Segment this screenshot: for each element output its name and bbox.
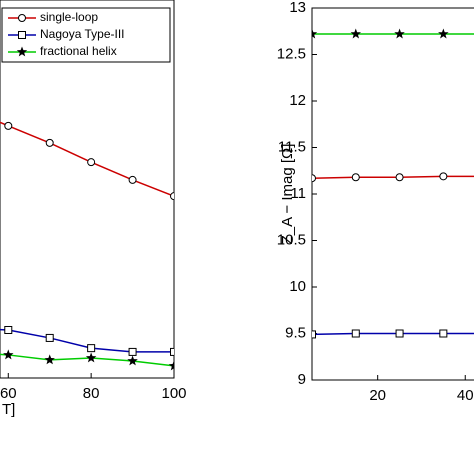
marker [394,28,405,39]
legend-label: single-loop [40,10,98,24]
marker [395,329,404,338]
series-line [312,175,474,179]
legend-label: fractional helix [40,44,117,58]
series-line [312,332,474,336]
marker [170,192,174,201]
legend-marker [16,46,28,57]
y-tick-label: 12.5 [277,45,306,62]
marker [395,173,404,182]
x-axis-label: T] [2,401,15,418]
marker [4,121,13,130]
marker [87,344,96,353]
marker [85,352,97,363]
x-tick-label: 40 [457,387,474,404]
axes: 20 40 9 9.5 10 10.5 11 11.5 12 12.5 13 Z_A − Imag [… [277,0,474,404]
legend-marker [18,31,26,39]
marker [45,138,54,147]
series-line [0,353,174,367]
marker [351,329,360,338]
plot-frame [311,7,474,381]
marker [350,28,361,39]
marker [351,173,360,182]
y-tick-label: 12 [289,92,306,109]
y-tick-label: 10 [289,278,306,295]
y-tick-label: 10.5 [277,231,306,248]
marker [87,158,96,167]
marker [312,174,316,183]
plot [0,121,174,371]
y-tick-label: 13 [289,0,306,16]
x-tick-label: 60 [0,385,17,402]
marker [128,347,137,356]
marker [438,28,449,39]
legend-marker [18,14,26,22]
marker [127,355,138,366]
marker [128,175,137,184]
plot [312,28,474,339]
x-tick-label: 80 [83,385,100,402]
marker [312,28,318,39]
marker [439,172,448,181]
marker [4,325,13,334]
marker [3,349,14,360]
series-line [0,328,174,353]
legend-label: Nagoya Type-III [40,27,125,41]
axes: 60 80 100 T] single-loop Nagoya Type-III fract… [0,0,187,418]
marker [170,347,174,356]
marker [439,329,448,338]
y-tick-label: 9.5 [285,324,306,341]
marker [45,333,54,342]
y-axis-label: Z_A − Imag [Ω] [279,144,296,245]
legend: single-loop Nagoya Type-III fractional hel… [1,7,171,63]
x-tick-label: 20 [369,387,386,404]
y-tick-label: 9 [298,371,306,388]
plot-frame [0,0,175,379]
marker [312,330,316,339]
marker [44,354,55,365]
y-tick-label: 11 [290,185,306,202]
marker [168,360,174,371]
y-tick-label: 11.5 [278,138,306,155]
series-line [0,121,174,197]
x-tick-label: 100 [161,385,186,402]
